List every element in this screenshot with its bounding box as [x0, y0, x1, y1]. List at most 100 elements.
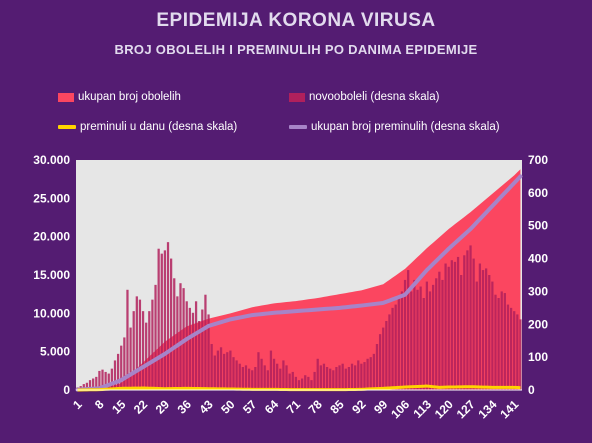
bar-new-cases: [173, 278, 176, 390]
x-tick-label: 57: [240, 397, 260, 417]
bar-new-cases: [338, 365, 341, 390]
bar-new-cases: [216, 350, 220, 390]
legend-label-cumulative-deaths: ukupan broj preminulih (desna skala): [311, 121, 500, 133]
y-left-tick-label: 0: [63, 383, 70, 397]
x-tick-label: 36: [175, 397, 195, 417]
bar-new-cases: [447, 266, 450, 390]
bar-new-cases: [235, 360, 238, 390]
bar-new-cases: [110, 368, 113, 390]
bar-new-cases: [263, 365, 266, 390]
bar-new-cases: [191, 312, 195, 390]
bar-new-cases: [488, 275, 491, 390]
legend-item-cumulative-cases[interactable]: ukupan broj obolelih: [58, 91, 181, 103]
bar-new-cases: [450, 260, 453, 390]
bar-new-cases: [123, 337, 126, 390]
chart-title: EPIDEMIJA KORONA VIRUSA: [156, 10, 436, 31]
bar-new-cases: [350, 363, 354, 390]
x-tick-label: 127: [454, 397, 478, 421]
bar-new-cases: [297, 380, 301, 390]
bar-new-cases: [428, 291, 432, 390]
legend-item-cumulative-deaths[interactable]: ukupan broj preminulih (desna skala): [289, 121, 500, 133]
bar-new-cases: [403, 279, 407, 390]
x-tick-label: 78: [306, 397, 326, 417]
bar-new-cases: [254, 367, 257, 390]
x-tick-label: 1: [70, 397, 85, 412]
bar-new-cases: [466, 250, 469, 390]
bar-new-cases: [313, 371, 316, 390]
bar-new-cases: [372, 353, 375, 390]
bar-new-cases: [413, 279, 416, 390]
bar-new-cases: [394, 304, 397, 390]
bar-new-cases: [304, 375, 307, 390]
bar-new-cases: [444, 263, 447, 390]
bar-new-cases: [282, 360, 285, 390]
y-right-tick-label: 500: [528, 219, 548, 233]
bar-new-cases: [141, 311, 145, 390]
bar-new-cases: [307, 376, 310, 390]
y-left-tick-label: 30.000: [33, 153, 70, 167]
bar-new-cases: [101, 369, 104, 390]
legend-item-daily-deaths[interactable]: preminuli u danu (desna skala): [58, 121, 237, 133]
bar-new-cases: [481, 270, 485, 390]
bar-new-cases: [347, 367, 351, 390]
y-left-tick-label: 25.000: [33, 191, 70, 205]
bar-new-cases: [463, 255, 466, 390]
y-right-tick-label: 0: [528, 383, 535, 397]
x-tick-label: 99: [371, 397, 391, 417]
x-tick-label: 85: [327, 397, 347, 417]
bar-new-cases: [519, 319, 522, 390]
bar-new-cases: [170, 258, 173, 390]
bar-new-cases: [194, 301, 198, 390]
bar-new-cases: [148, 311, 151, 390]
bar-new-cases: [491, 281, 494, 390]
bar-new-cases: [244, 365, 248, 390]
legend-swatch-daily-deaths: [58, 125, 76, 129]
bar-new-cases: [285, 365, 288, 390]
bar-new-cases: [500, 291, 503, 390]
bar-new-cases: [310, 380, 313, 390]
bar-new-cases: [344, 368, 347, 390]
bar-new-cases: [207, 314, 210, 390]
y-right-tick-label: 300: [528, 284, 548, 298]
bar-new-cases: [397, 296, 400, 390]
bar-new-cases: [272, 358, 276, 390]
y-left-tick-label: 5.000: [40, 345, 70, 359]
bar-new-cases: [279, 368, 282, 390]
bar-new-cases: [441, 279, 444, 390]
legend-item-new-cases[interactable]: novooboleli (desna skala): [289, 91, 439, 103]
x-tick-label: 8: [92, 397, 107, 412]
bar-new-cases: [478, 263, 482, 390]
bar-new-cases: [226, 352, 229, 390]
y-right-tick-label: 200: [528, 317, 548, 331]
bar-new-cases: [516, 314, 519, 390]
legend-swatch-cumulative-deaths: [289, 125, 307, 129]
bar-new-cases: [129, 327, 132, 390]
bar-new-cases: [341, 363, 344, 390]
bar-new-cases: [95, 376, 98, 390]
bar-new-cases: [407, 270, 410, 390]
bar-new-cases: [179, 283, 182, 390]
x-tick-label: 106: [388, 397, 412, 421]
bar-new-cases: [116, 353, 120, 390]
bar-new-cases: [513, 311, 516, 390]
bar-new-cases: [185, 301, 188, 390]
bar-new-cases: [294, 376, 298, 390]
bar-new-cases: [391, 307, 394, 390]
bar-new-cases: [85, 382, 89, 390]
bar-new-cases: [325, 367, 329, 390]
x-tick-label: 141: [497, 397, 521, 421]
y-left-tick-label: 15.000: [33, 268, 70, 282]
legend-swatch-cumulative-cases: [58, 92, 74, 102]
bar-new-cases: [375, 344, 379, 390]
bar-new-cases: [319, 365, 322, 390]
series-line-cumulative-deaths: [75, 174, 523, 392]
bar-new-cases: [453, 261, 457, 390]
bar-new-cases: [316, 358, 319, 390]
bar-new-cases: [257, 352, 260, 390]
bar-new-cases: [201, 309, 204, 390]
bar-new-cases: [238, 363, 241, 390]
bar-new-cases: [151, 299, 154, 390]
bar-new-cases: [92, 378, 95, 390]
bar-new-cases: [98, 370, 101, 390]
y-right-tick-label: 100: [528, 350, 548, 364]
